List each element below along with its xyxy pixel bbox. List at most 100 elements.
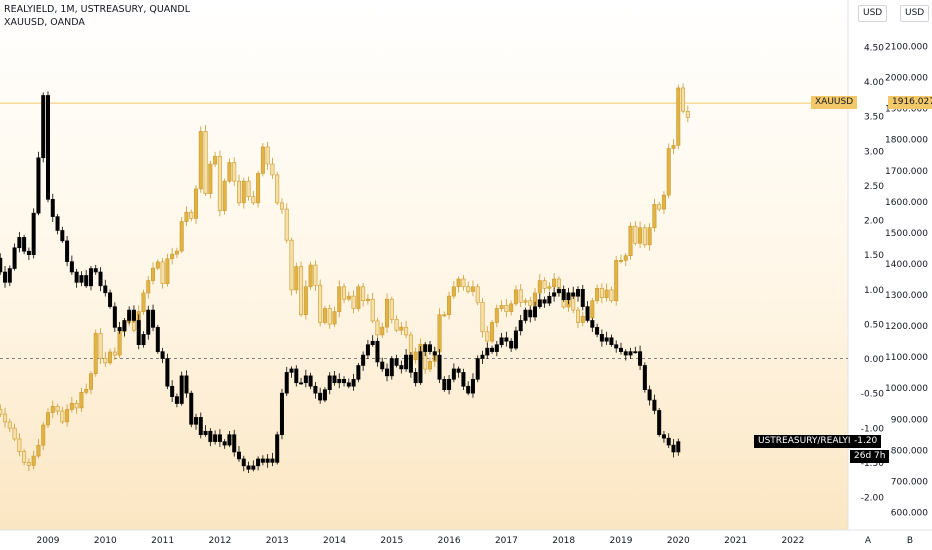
- left-scale-currency-button[interactable]: USD: [858, 5, 888, 22]
- realyield-candle: [470, 379, 475, 394]
- xauusd-candle: [647, 227, 652, 246]
- realyield-candle: [365, 344, 370, 356]
- right-tick-label: 1300.000: [885, 291, 928, 301]
- xauusd-candle: [303, 286, 308, 316]
- xauusd-candle: [681, 87, 686, 112]
- xauusd-candle: [404, 326, 409, 336]
- realyield-candle: [380, 361, 385, 370]
- right-tick-label: 600.000: [891, 509, 928, 519]
- left-tick-label: -0.50: [861, 390, 885, 400]
- chart-background: [0, 0, 848, 530]
- xauusd-candle: [528, 300, 533, 306]
- xauusd-candle: [537, 280, 542, 294]
- xauusd-candle: [79, 392, 84, 409]
- xauusd-candle: [342, 286, 347, 300]
- realyield-candles: [0, 91, 681, 474]
- xauusd-candle: [461, 278, 466, 288]
- xauusd-candle: [279, 202, 284, 210]
- xauusd-candle: [375, 320, 380, 336]
- realyield-candle: [447, 379, 452, 390]
- xauusd-candle: [623, 255, 628, 261]
- right-tick-label: 700.000: [891, 477, 928, 487]
- xauusd-candle: [676, 87, 681, 146]
- xauusd-candle: [84, 388, 89, 393]
- realyield-candle: [232, 434, 237, 453]
- xauusd-candle: [232, 162, 237, 182]
- xauusd-candle: [370, 298, 375, 322]
- realyield-candle: [642, 365, 647, 390]
- xauusd-candle: [151, 267, 156, 281]
- realyield-candle: [490, 347, 495, 352]
- xauusd-candle: [599, 288, 604, 298]
- xauusd-candle: [194, 188, 199, 219]
- time-tick-label: 2014: [323, 536, 346, 546]
- realyield-candle: [260, 458, 265, 463]
- right-tick-label: 1700.000: [885, 167, 928, 177]
- realyield-candle: [361, 354, 366, 366]
- realyield-candle: [423, 344, 428, 352]
- xauusd-candle: [289, 239, 294, 291]
- realyield-candle: [174, 396, 179, 404]
- realyield-candle: [547, 295, 552, 304]
- xauusd-candle: [628, 225, 633, 256]
- xauusd-candle: [614, 260, 619, 302]
- xauusd-candle: [31, 455, 36, 466]
- xauusd-candle: [475, 286, 480, 303]
- xauusd-candle: [466, 286, 471, 292]
- legend-realyield[interactable]: REALYIELD, 1M, USTREASURY, QUANDL: [4, 4, 191, 15]
- realyield-candle: [60, 230, 65, 242]
- realyield-candle: [117, 327, 122, 332]
- xauusd-candle: [98, 333, 103, 359]
- realyield-candle: [442, 379, 447, 390]
- xauusd-candle: [256, 173, 261, 204]
- time-tick-label: 2015: [380, 536, 403, 546]
- right-tick-label: 1500.000: [885, 229, 928, 239]
- realyield-candle: [413, 372, 418, 384]
- xauusd-candle: [494, 308, 499, 323]
- xauusd-candle: [351, 295, 356, 309]
- right-axis-ticks: 2100.000 2000.000 1900.000 1800.000 1700.000…: [885, 43, 928, 519]
- time-tick-label: 2017: [495, 536, 518, 546]
- realyield-candle: [141, 334, 146, 345]
- xauusd-candles: [0, 83, 690, 472]
- xauusd-candle: [108, 351, 113, 364]
- xauusd-candle: [470, 286, 475, 292]
- realyield-candle: [108, 292, 113, 307]
- realyield-candle: [3, 271, 8, 283]
- legend-xauusd[interactable]: XAUUSD, OANDA: [4, 17, 85, 28]
- left-tick-label: 2.50: [864, 182, 884, 192]
- realyield-candle: [499, 337, 504, 345]
- realyield-candle: [165, 358, 170, 387]
- right-tick-label: 1200.000: [885, 322, 928, 332]
- xauusd-candle: [499, 305, 504, 309]
- xauusd-candle: [380, 326, 385, 336]
- xauusd-candle: [652, 204, 657, 229]
- realyield-candle: [342, 379, 347, 384]
- xauusd-candle: [456, 278, 461, 288]
- xauusd-candle: [17, 438, 22, 452]
- realyield-candle: [22, 237, 27, 252]
- realyield-candle: [270, 458, 275, 463]
- realyield-candle: [327, 375, 332, 390]
- xauusd-candle: [385, 298, 390, 328]
- xauusd-candle: [103, 357, 108, 364]
- left-tick-label: 2.00: [864, 217, 884, 227]
- realyield-candle: [475, 358, 480, 380]
- realyield-candle: [566, 292, 571, 300]
- realyield-candle: [194, 417, 199, 425]
- realyield-candle: [98, 271, 103, 287]
- realyield-candle: [155, 327, 160, 352]
- xauusd-candle: [547, 286, 552, 289]
- realyield-candle: [509, 340, 514, 349]
- time-tick-label: 2009: [37, 536, 60, 546]
- right-scale-currency-button[interactable]: USD: [900, 5, 930, 22]
- right-tick-label: 1900.000: [885, 105, 928, 115]
- realyield-candle: [399, 365, 404, 370]
- realyield-candle: [351, 379, 356, 387]
- realyield-candle: [45, 95, 50, 200]
- realyield-candle: [614, 344, 619, 349]
- realyield-candle: [346, 382, 351, 387]
- xauusd-candle: [217, 155, 222, 211]
